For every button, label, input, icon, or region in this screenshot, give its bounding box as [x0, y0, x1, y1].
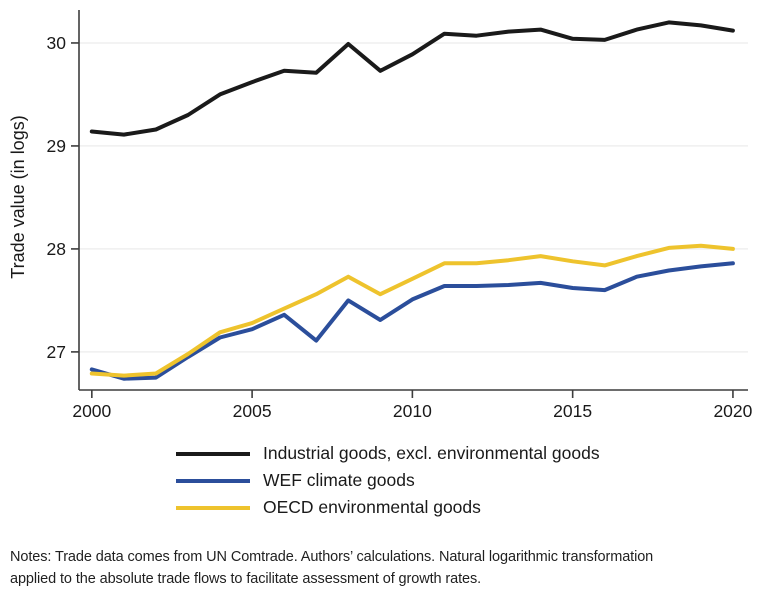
- industrial-goods-line-swatch: [176, 451, 250, 456]
- series-line-industrial-goods-excl-environmental-goods: [89, 20, 735, 137]
- series-line-wef-climate-goods: [89, 261, 735, 381]
- x-tick-label-2020: 2020: [713, 401, 752, 421]
- x-tick-label-2010: 2010: [393, 401, 432, 421]
- gridlines: [79, 42, 748, 353]
- axes: [78, 10, 748, 391]
- x-tick-label-2000: 2000: [72, 401, 111, 421]
- legend-label-industrial-goods: Industrial goods, excl. environmental go…: [263, 443, 600, 463]
- x-tick-label-2015: 2015: [553, 401, 592, 421]
- y-axis-title: Trade value (in logs): [8, 115, 28, 278]
- legend-item-oecd-environmental-goods: OECD environmental goods: [176, 494, 600, 521]
- figure-notes: Notes: Trade data comes from UN Comtrade…: [10, 546, 653, 590]
- oecd-environmental-goods-line-swatch: [176, 505, 250, 510]
- y-tick-label-30: 30: [47, 33, 67, 53]
- legend-label-oecd-environmental-goods: OECD environmental goods: [263, 497, 481, 517]
- notes-line-1: Notes: Trade data comes from UN Comtrade…: [10, 549, 654, 565]
- y-tick-label-28: 28: [47, 239, 66, 259]
- notes-line-2: applied to the absolute trade flows to f…: [10, 571, 482, 587]
- y-tick-label-29: 29: [47, 136, 66, 156]
- trade-value-line-chart: 27 28 29 30 2000 2005 2010 2015 2020 Trade value…: [8, 10, 753, 421]
- legend-item-industrial-goods: Industrial goods, excl. environmental go…: [176, 440, 600, 467]
- wef-climate-goods-line-swatch: [176, 478, 250, 483]
- series-line-oecd-environmental-goods: [89, 243, 735, 378]
- x-tick-label-2005: 2005: [233, 401, 272, 421]
- legend-item-wef-climate-goods: WEF climate goods: [176, 467, 600, 494]
- axis-ticks-and-labels: 27 28 29 30 2000 2005 2010 2015 2020: [47, 33, 753, 421]
- legend: Industrial goods, excl. environmental go…: [176, 440, 600, 521]
- data-series: [89, 20, 735, 381]
- legend-label-wef-climate-goods: WEF climate goods: [263, 470, 415, 490]
- y-tick-label-27: 27: [47, 342, 66, 362]
